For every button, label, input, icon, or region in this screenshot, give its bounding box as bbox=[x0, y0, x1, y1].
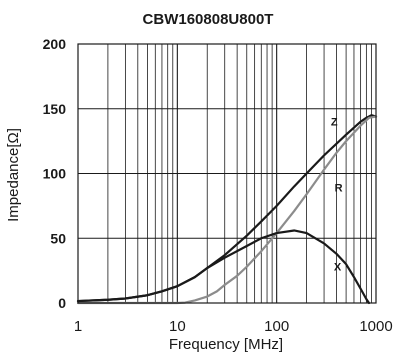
series-labels: Z R X bbox=[331, 117, 343, 274]
series-label-z: Z bbox=[331, 117, 338, 129]
x-tick-label: 100 bbox=[264, 318, 289, 335]
x-tick-label: 1000 bbox=[359, 318, 392, 335]
series-lines bbox=[76, 114, 378, 305]
y-axis-label: Impedance[Ω] bbox=[5, 128, 22, 222]
grid-lines bbox=[78, 44, 376, 303]
x-axis-label: Frequency [MHz] bbox=[169, 336, 283, 353]
series-label-x: X bbox=[334, 262, 342, 274]
plot-border bbox=[77, 43, 377, 304]
series-line-r bbox=[76, 115, 378, 305]
y-tick-label: 150 bbox=[43, 101, 67, 117]
x-tick-labels: 1 10 100 1000 bbox=[74, 318, 393, 335]
y-tick-label: 200 bbox=[43, 36, 67, 52]
x-tick-label: 10 bbox=[169, 318, 186, 335]
series-line-x bbox=[76, 229, 371, 305]
y-tick-labels: 0 50 100 150 200 bbox=[43, 36, 67, 311]
x-tick-label: 1 bbox=[74, 318, 82, 335]
series-line-z bbox=[76, 114, 378, 303]
series-label-r: R bbox=[335, 183, 343, 195]
y-tick-label: 100 bbox=[43, 166, 67, 182]
y-tick-label: 50 bbox=[50, 230, 66, 246]
chart-title: CBW160808U800T bbox=[143, 11, 274, 28]
y-tick-label: 0 bbox=[58, 295, 66, 311]
